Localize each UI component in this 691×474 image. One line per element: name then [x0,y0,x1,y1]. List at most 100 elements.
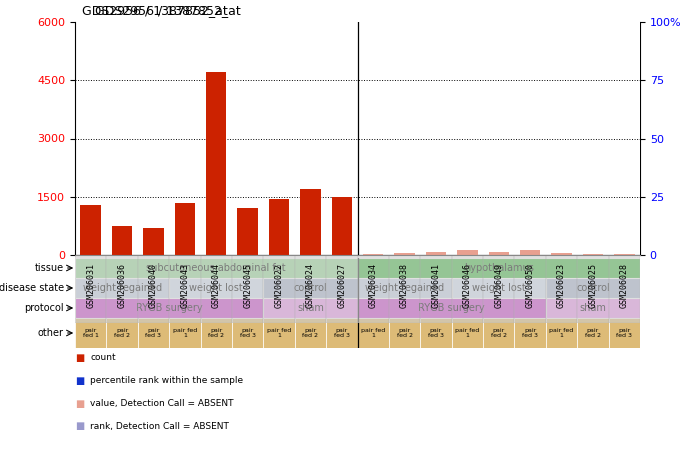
Bar [452,318,483,348]
Text: pair
fed 3: pair fed 3 [334,328,350,338]
Text: ■: ■ [75,399,84,409]
Point [556,193,567,201]
Bar [483,318,514,348]
Bar [457,250,477,255]
Text: pair
fed 1: pair fed 1 [83,328,99,338]
Bar [263,278,357,298]
Bar [80,204,101,255]
Point [524,130,536,137]
Bar [363,254,384,255]
Bar [295,318,326,348]
Bar [143,228,164,255]
Text: control: control [576,283,609,293]
Text: ■: ■ [75,421,84,431]
Text: disease state: disease state [0,283,64,293]
Point [337,60,348,68]
Bar [609,318,640,348]
Point [368,188,379,196]
Bar [546,298,640,318]
Text: GDS2956 / 1387852_at: GDS2956 / 1387852_at [82,4,228,17]
Bar [75,253,106,323]
Text: sham: sham [297,303,324,313]
Text: subcutaneous abdominal fat: subcutaneous abdominal fat [146,263,286,273]
Text: pair fed
1: pair fed 1 [549,328,574,338]
Text: pair
fed 2: pair fed 2 [491,328,507,338]
Text: GDS2956 / 1387852_at: GDS2956 / 1387852_at [95,4,240,17]
Bar [175,202,195,255]
Text: protocol: protocol [24,303,64,313]
Bar [452,253,483,323]
Text: control: control [294,283,328,293]
Bar [489,252,509,255]
Point [430,183,442,191]
Text: ■: ■ [75,376,84,386]
Bar [138,253,169,323]
Bar [300,189,321,255]
Bar [263,298,357,318]
Bar [200,253,232,323]
Bar [112,226,132,255]
Bar [520,250,540,255]
Bar [106,253,138,323]
Text: pair fed
1: pair fed 1 [361,328,386,338]
Text: rank, Detection Call = ABSENT: rank, Detection Call = ABSENT [91,422,229,431]
Bar [609,253,640,323]
Point [117,74,128,82]
Bar [169,253,200,323]
Text: pair fed
1: pair fed 1 [455,328,480,338]
Bar [263,318,295,348]
Bar [577,318,609,348]
Bar [426,252,446,255]
Bar [269,199,290,255]
Bar [295,253,326,323]
Text: percentile rank within the sample: percentile rank within the sample [91,376,243,385]
Bar [238,209,258,255]
Bar [357,258,640,278]
Text: value, Detection Call = ABSENT: value, Detection Call = ABSENT [91,399,234,408]
Bar [452,278,546,298]
Bar [75,318,106,348]
Bar [232,253,263,323]
Bar [357,318,389,348]
Text: weight lost: weight lost [472,283,526,293]
Bar [169,278,263,298]
Bar [514,253,546,323]
Bar [420,318,452,348]
Bar [546,318,577,348]
Text: pair
fed 3: pair fed 3 [240,328,256,338]
Bar [75,298,263,318]
Bar [483,253,514,323]
Text: pair fed
1: pair fed 1 [173,328,197,338]
Text: weight lost: weight lost [189,283,243,293]
Bar [420,253,452,323]
Text: weight regained: weight regained [365,283,444,293]
Bar [357,253,389,323]
Text: count: count [91,354,116,363]
Text: sham: sham [580,303,607,313]
Bar [551,253,571,255]
Bar [206,73,227,255]
Text: tissue: tissue [35,263,64,273]
Bar [169,318,200,348]
Point [85,70,96,77]
Text: pair
fed 2: pair fed 2 [585,328,601,338]
Text: other: other [38,328,64,338]
Bar [200,318,232,348]
Text: RYGB surgery: RYGB surgery [418,303,485,313]
Text: RYGB surgery: RYGB surgery [136,303,202,313]
Bar [75,278,169,298]
Point [618,191,630,198]
Point [148,102,159,109]
Bar [75,258,357,278]
Text: pair
fed 2: pair fed 2 [114,328,130,338]
Text: pair
fed 3: pair fed 3 [522,328,538,338]
Text: hypothalamus: hypothalamus [464,263,533,273]
Text: pair
fed 2: pair fed 2 [397,328,413,338]
Bar [357,278,452,298]
Point [493,149,504,156]
Bar [395,253,415,255]
Point [305,58,316,65]
Point [587,193,598,201]
Text: pair
fed 3: pair fed 3 [428,328,444,338]
Text: pair
fed 3: pair fed 3 [146,328,162,338]
